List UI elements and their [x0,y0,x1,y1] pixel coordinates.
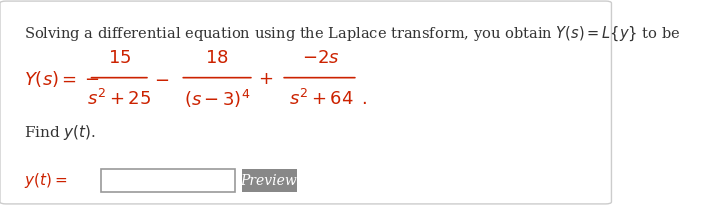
Text: $.$: $.$ [361,90,366,108]
Text: $-2s$: $-2s$ [302,49,340,67]
Text: $15$: $15$ [108,49,131,67]
Text: $+$: $+$ [258,69,273,87]
Text: $y(t) =$: $y(t) =$ [25,170,68,189]
FancyBboxPatch shape [101,169,236,192]
FancyBboxPatch shape [0,2,611,204]
Text: $Y(s) = -$: $Y(s) = -$ [25,68,100,88]
Text: Preview: Preview [241,173,297,187]
Text: Find $y(t)$.: Find $y(t)$. [25,122,97,141]
Text: $18$: $18$ [205,49,229,67]
Text: $(s-3)^4$: $(s-3)^4$ [184,88,250,110]
Text: $-$: $-$ [154,69,169,87]
Text: Solving a differential equation using the Laplace transform, you obtain $Y(s) = : Solving a differential equation using th… [25,25,681,43]
Text: $s^2+25$: $s^2+25$ [87,89,151,109]
FancyBboxPatch shape [241,169,297,192]
Text: $s^2+64$: $s^2+64$ [289,89,353,109]
